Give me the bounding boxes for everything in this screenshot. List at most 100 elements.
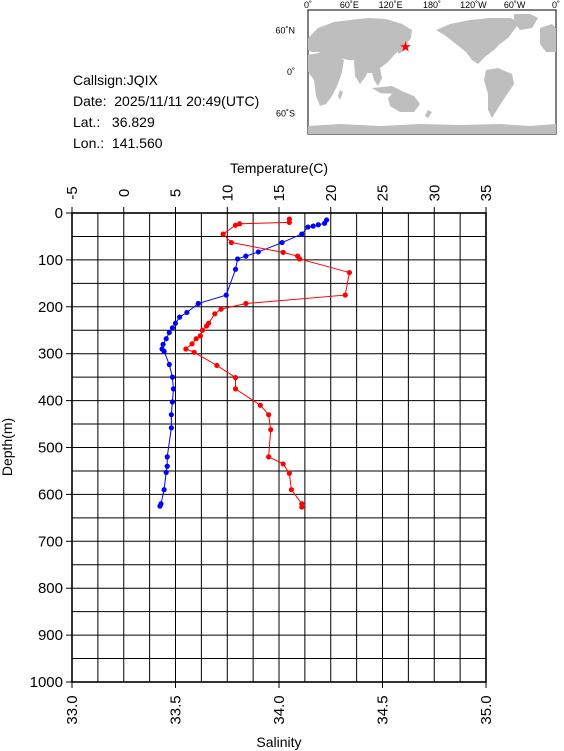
salinity-data-point bbox=[183, 346, 189, 352]
temperature-tick-label: 15 bbox=[271, 185, 288, 202]
date-label: Date: bbox=[73, 93, 107, 109]
temperature-tick-label: -5 bbox=[64, 186, 81, 199]
station-marker-icon: ★ bbox=[399, 39, 412, 55]
temperature-data-point bbox=[243, 253, 249, 259]
salinity-data-point bbox=[286, 219, 292, 225]
temperature-data-point bbox=[255, 249, 261, 255]
salinity-data-point bbox=[232, 222, 239, 228]
salinity-tick-label: 34.0 bbox=[271, 695, 288, 724]
temperature-data-point bbox=[161, 348, 167, 354]
salinity-data-point bbox=[197, 333, 203, 339]
salinity-tick-label: 35.0 bbox=[478, 695, 495, 724]
depth-tick-label: 200 bbox=[38, 299, 63, 316]
salinity-data-point bbox=[288, 487, 295, 493]
temperature-data-point bbox=[160, 341, 166, 347]
salinity-data-point bbox=[189, 341, 195, 347]
chart-series bbox=[157, 216, 352, 510]
temperature-data-point bbox=[169, 325, 175, 331]
temperature-data-point bbox=[163, 336, 169, 342]
salinity-data-point bbox=[220, 231, 226, 237]
temperature-data-point bbox=[321, 220, 328, 226]
salinity-data-point bbox=[218, 306, 224, 312]
temperature-data-point bbox=[168, 425, 174, 431]
temperature-data-point bbox=[232, 266, 239, 272]
map-lat-label: 0˚ bbox=[287, 67, 295, 77]
salinity-tick-label: 33.0 bbox=[64, 695, 81, 724]
lon-value: 141.560 bbox=[111, 135, 163, 151]
salinity-data-point bbox=[203, 323, 210, 329]
indonesia-land bbox=[372, 86, 404, 94]
salinity-profile-line bbox=[184, 219, 350, 508]
europe-land bbox=[540, 24, 556, 52]
map-lon-label: 120˚E bbox=[379, 0, 403, 10]
lon-label: Lon.: bbox=[73, 135, 105, 151]
salinity-data-point bbox=[257, 402, 263, 408]
depth-axis-title: Depth(m) bbox=[0, 418, 15, 476]
temperature-data-point bbox=[157, 503, 163, 509]
north-america-land bbox=[436, 18, 520, 64]
map-lon-label: 60˚W bbox=[504, 0, 526, 10]
india-land bbox=[354, 60, 370, 84]
salinity-data-point bbox=[199, 327, 206, 333]
salinity-axis-title: Salinity bbox=[256, 734, 301, 750]
salinity-data-point bbox=[228, 239, 234, 246]
temperature-data-point bbox=[168, 412, 174, 418]
temperature-data-point bbox=[170, 386, 177, 392]
depth-tick-label: 500 bbox=[38, 440, 63, 457]
salinity-data-point bbox=[191, 349, 197, 355]
temperature-tick-label: 25 bbox=[375, 185, 392, 202]
salinity-data-point bbox=[342, 292, 348, 298]
temperature-data-point bbox=[169, 399, 175, 405]
salinity-data-point bbox=[237, 221, 243, 227]
salinity-data-point bbox=[266, 412, 272, 418]
station-info: Callsign:JQIX Date: 2025/11/11 20:49(UTC… bbox=[73, 70, 259, 154]
salinity-data-point bbox=[193, 336, 199, 342]
temperature-data-point bbox=[166, 329, 172, 336]
eurasia-land bbox=[308, 18, 412, 73]
chart-grid bbox=[71, 212, 487, 683]
se-asia-land bbox=[370, 66, 382, 86]
temperature-data-point bbox=[166, 361, 172, 368]
callsign-value: JQIX bbox=[126, 72, 158, 88]
temperature-tick-label: 30 bbox=[426, 185, 443, 202]
south-america-land bbox=[484, 68, 514, 118]
date-row: Date: 2025/11/11 20:49(UTC) bbox=[73, 91, 259, 112]
temperature-data-point bbox=[184, 309, 190, 316]
map-lon-label: 120˚W bbox=[460, 0, 487, 10]
temperature-data-point bbox=[195, 300, 201, 307]
map-lat-label: 60˚S bbox=[276, 108, 295, 118]
map-lon-label: 0˚ bbox=[304, 0, 312, 10]
chart-ticks bbox=[66, 207, 487, 688]
depth-tick-label: 100 bbox=[38, 252, 63, 269]
temperature-profile-line bbox=[159, 219, 328, 507]
temperature-tick-label: 20 bbox=[323, 185, 340, 202]
depth-tick-label: 600 bbox=[38, 486, 63, 503]
salinity-data-point bbox=[297, 256, 303, 262]
temperature-data-point bbox=[223, 292, 229, 298]
temperature-data-point bbox=[299, 231, 305, 237]
lon-row: Lon.: 141.560 bbox=[73, 133, 259, 154]
temperature-data-point bbox=[169, 374, 175, 380]
temperature-data-point bbox=[164, 463, 170, 469]
map-lat-label: 60˚N bbox=[275, 26, 295, 36]
salinity-data-point bbox=[266, 454, 272, 460]
temperature-tick-label: 10 bbox=[219, 185, 236, 202]
lat-row: Lat.: 36.829 bbox=[73, 112, 259, 133]
new-zealand-land bbox=[425, 110, 432, 118]
salinity-tick-label: 33.5 bbox=[168, 695, 185, 724]
salinity-data-point bbox=[280, 461, 286, 467]
map-lon-label: 0˚ bbox=[552, 0, 560, 10]
depth-tick-label: 300 bbox=[38, 346, 63, 363]
greenland-land bbox=[514, 14, 538, 30]
temperature-axis-title: Temperature(C) bbox=[230, 160, 328, 176]
salinity-data-point bbox=[232, 375, 239, 381]
temperature-tick-label: 5 bbox=[168, 189, 185, 197]
callsign-label: Callsign: bbox=[73, 72, 127, 88]
depth-tick-label: 900 bbox=[38, 627, 63, 644]
temperature-tick-label: 0 bbox=[116, 189, 133, 197]
world-map: 0˚ 60˚E 120˚E 180˚ 120˚W 60˚W 0˚ 60˚N 0˚ 60˚S ★ bbox=[275, 0, 560, 135]
salinity-data-point bbox=[280, 249, 286, 255]
map-lon-label: 180˚ bbox=[423, 0, 441, 10]
